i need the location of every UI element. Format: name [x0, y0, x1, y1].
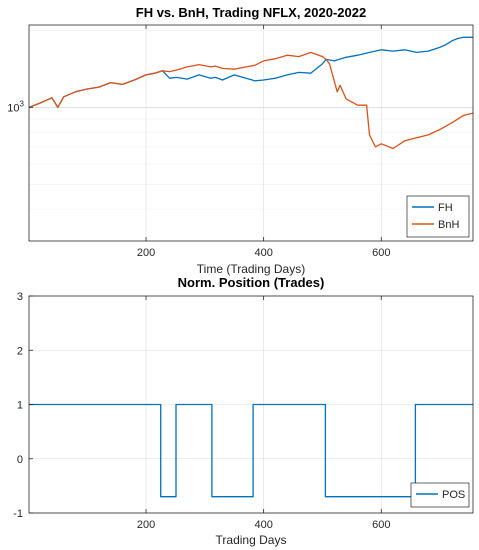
legend-label-fh: FH [438, 202, 453, 214]
price-chart: FH vs. BnH, Trading NFLX, 2020-2022 200 4… [7, 5, 474, 276]
price-chart-legend: FH BnH [406, 195, 470, 238]
y-tick-label: -1 [13, 508, 23, 520]
x-tick-label: 600 [372, 519, 390, 531]
series-line-pos [29, 403, 473, 498]
position-chart-xlabel: Trading Days [216, 533, 287, 547]
x-tick-label: 400 [254, 519, 272, 531]
y-tick-label: 3 [17, 291, 23, 303]
price-chart-xlabel: Time (Trading Days) [197, 262, 305, 276]
position-chart-title: Norm. Position (Trades) [178, 275, 325, 290]
legend-box [410, 482, 470, 508]
legend-label-bnh: BnH [438, 219, 459, 231]
y-tick-label: 2 [17, 345, 23, 357]
position-chart-ticks: 200 400 600 -1 0 1 2 3 [13, 291, 390, 531]
legend-label-pos: POS [442, 489, 465, 501]
x-tick-label: 400 [254, 247, 272, 259]
y-tick-label: 1 [17, 400, 23, 412]
price-chart-grid [29, 25, 473, 241]
price-chart-series [28, 36, 474, 150]
legend-box [406, 195, 470, 238]
price-chart-frame [28, 24, 474, 242]
series-line-bnh [28, 51, 474, 150]
y-tick-label: 103 [7, 99, 24, 114]
position-chart-legend: POS [410, 482, 470, 508]
position-chart-series [29, 403, 473, 498]
x-tick-label: 600 [372, 247, 390, 259]
x-tick-label: 200 [137, 247, 155, 259]
y-tick-label: 0 [17, 454, 23, 466]
position-chart: Norm. Position (Trades) 200 400 600-10123 … [13, 275, 474, 547]
price-chart-title: FH vs. BnH, Trading NFLX, 2020-2022 [136, 5, 366, 20]
x-tick-label: 200 [137, 519, 155, 531]
price-chart-plot-area [29, 25, 473, 241]
